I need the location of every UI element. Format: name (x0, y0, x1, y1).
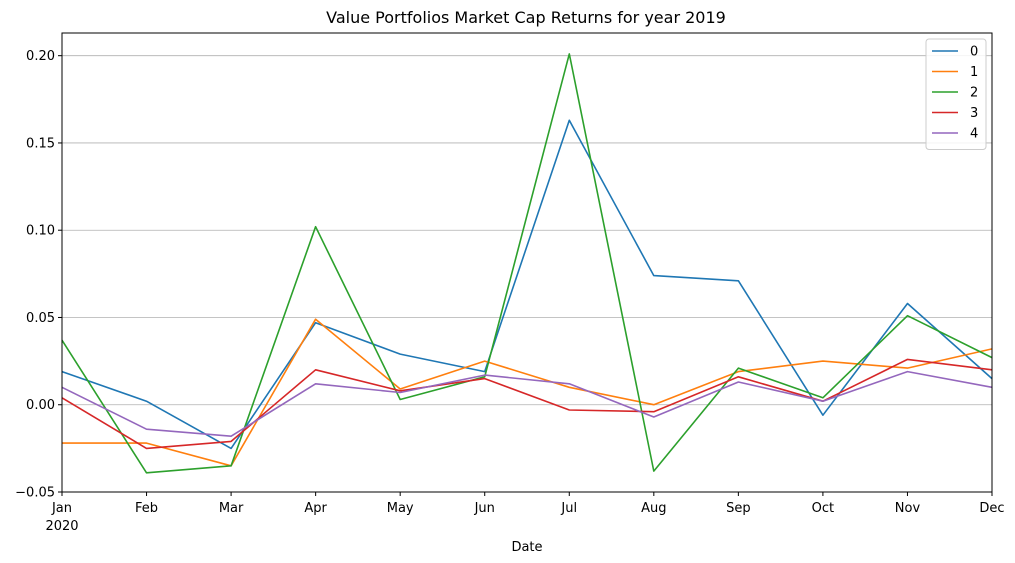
x-tick-label: Aug (641, 501, 666, 516)
y-tick-label: 0.10 (26, 224, 55, 239)
plot-frame (61, 32, 993, 493)
y-tick-label: 0.15 (26, 136, 55, 151)
x-axis: Jan Feb Mar Apr May Jun Jul Aug Sep Oct Nov Dec (51, 492, 1005, 516)
legend-label-2: 2 (970, 86, 978, 101)
legend-label-3: 3 (970, 106, 978, 121)
x-tick-label: Jun (474, 501, 495, 516)
y-tick-label: −0.05 (15, 486, 55, 501)
grid-lines (62, 55, 992, 493)
x-year-label: 2020 (45, 519, 78, 534)
x-tick-label: Sep (726, 501, 751, 516)
series-line-2 (61, 53, 993, 474)
x-tick-label: Jan (51, 501, 72, 516)
legend-box (925, 38, 987, 150)
y-tick-label: 0.00 (26, 398, 55, 413)
legend: 0 1 2 3 4 (925, 38, 987, 150)
x-tick-label: Oct (812, 501, 834, 516)
series-line-3 (61, 358, 993, 450)
x-axis-label: Date (511, 540, 542, 555)
legend-label-1: 1 (970, 65, 978, 80)
y-axis: −0.05 0.00 0.05 0.10 0.15 0.20 (15, 49, 62, 501)
chart-title: Value Portfolios Market Cap Returns for … (326, 8, 726, 27)
x-tick-label: Nov (895, 501, 921, 516)
x-tick-label: May (387, 501, 414, 516)
x-tick-label: Jul (560, 501, 577, 516)
legend-label-0: 0 (970, 45, 978, 60)
y-tick-label: 0.05 (26, 311, 55, 326)
x-tick-label: Mar (219, 501, 244, 516)
x-tick-label: Feb (135, 501, 158, 516)
x-tick-label: Apr (304, 501, 327, 516)
x-tick-label: Dec (979, 501, 1004, 516)
series-line-1 (62, 318, 993, 467)
y-tick-label: 0.20 (26, 49, 55, 64)
series-line-0 (61, 119, 993, 450)
legend-label-4: 4 (970, 127, 978, 142)
series-line-4 (61, 370, 993, 438)
series-lines (61, 53, 993, 474)
